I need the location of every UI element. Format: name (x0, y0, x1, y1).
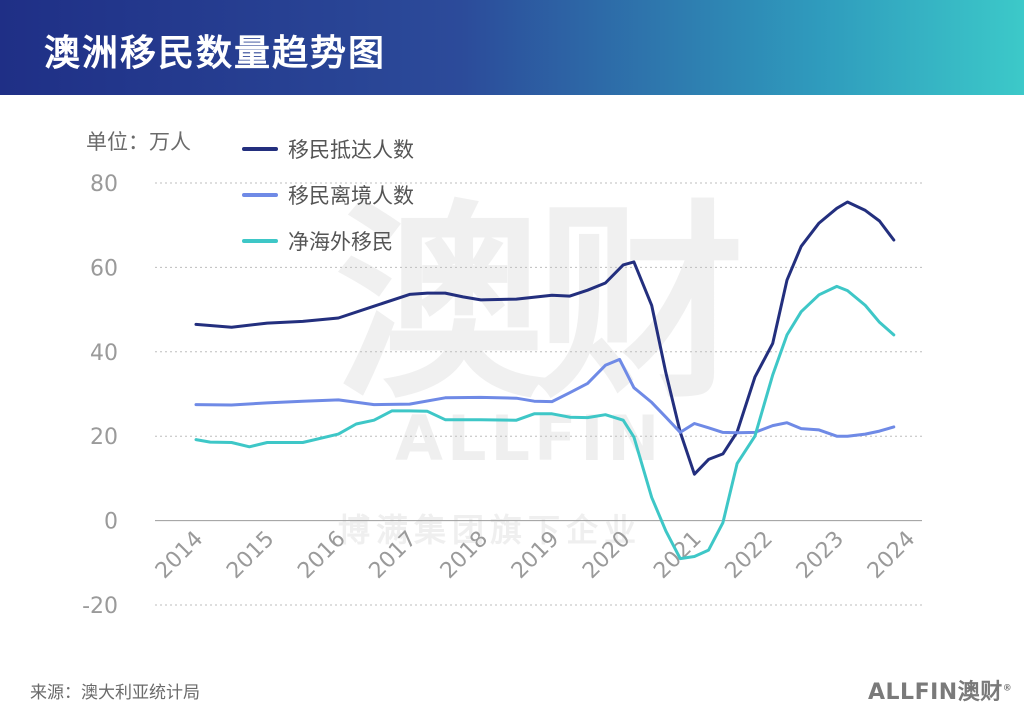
legend-label-net: 净海外移民 (288, 230, 393, 254)
x-tick-label: 2020 (578, 527, 635, 584)
legend-item-net: 净海外移民 (242, 218, 414, 264)
watermark-latin: ALLFIN (395, 402, 664, 475)
grid-layer (155, 182, 922, 606)
series-line-net (194, 284, 896, 561)
legend-item-arrivals: 移民抵达人数 (242, 126, 414, 172)
y-tick-label: -20 (82, 594, 118, 619)
source-note: 来源：澳大利亚统计局 (30, 683, 200, 703)
x-tick-label: 2019 (507, 527, 564, 584)
legend-label-arrivals: 移民抵达人数 (288, 138, 414, 162)
page-title: 澳洲移民数量趋势图 (44, 33, 387, 74)
series-line-departures (194, 357, 896, 438)
y-tick-label: 40 (90, 341, 118, 366)
watermark-subtitle: 博满集团旗下企业 (338, 511, 643, 549)
legend-item-departures: 移民离境人数 (242, 172, 414, 218)
x-tick-layer: 2014 2015 2016 2017 2018 2019 2020 2021 2022 2023… (151, 527, 920, 584)
x-tick-label: 2022 (721, 527, 778, 584)
legend-label-departures: 移民离境人数 (288, 184, 414, 208)
y-tick-label: 60 (90, 256, 118, 281)
series-line-arrivals (194, 200, 896, 476)
y-tick-layer: 80 60 40 20 0 -20 (82, 172, 118, 619)
series-layer (194, 200, 896, 561)
unit-label: 单位：万人 (86, 130, 191, 154)
chart-legend: 移民抵达人数 移民离境人数 净海外移民 (242, 126, 414, 264)
y-tick-label: 0 (104, 510, 118, 535)
legend-swatch-departures (242, 193, 278, 197)
x-tick-label: 2016 (293, 527, 350, 584)
legend-swatch-net (242, 239, 278, 243)
x-tick-label: 2014 (151, 527, 208, 584)
x-tick-label: 2017 (365, 527, 422, 584)
brand-logo: ALLFIN澳财® (868, 674, 1012, 706)
brand-text: ALLFIN澳财 (868, 680, 1003, 705)
legend-swatch-arrivals (242, 147, 278, 151)
header-banner: 澳洲移民数量趋势图 (0, 0, 1024, 95)
y-tick-label: 80 (90, 172, 118, 197)
x-tick-label: 2023 (792, 527, 849, 584)
x-tick-label: 2018 (436, 527, 493, 584)
x-tick-label: 2015 (222, 527, 279, 584)
watermark-logo: 澳财 (335, 182, 745, 427)
y-tick-label: 20 (90, 425, 118, 450)
registered-mark: ® (1002, 683, 1013, 694)
x-tick-label: 2024 (863, 527, 920, 584)
